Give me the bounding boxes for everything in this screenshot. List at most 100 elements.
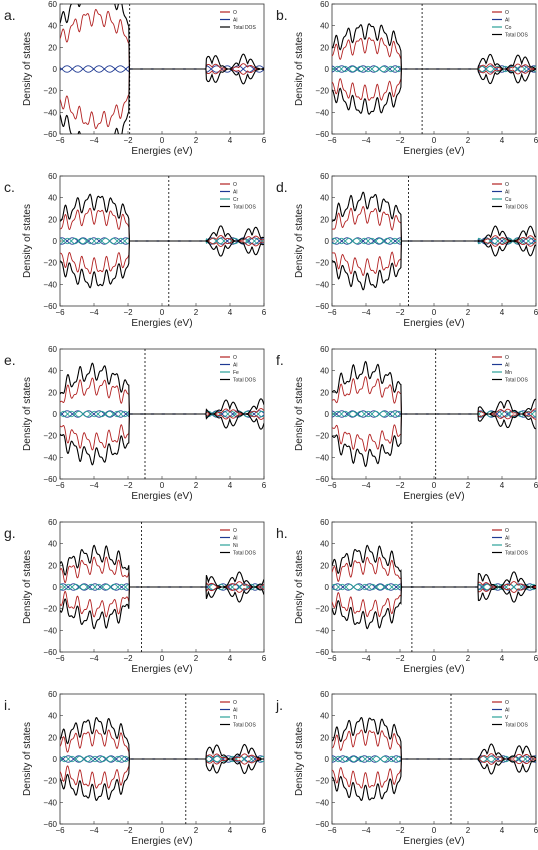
y-tick-label: 60 [320,518,329,527]
y-tick-label: −60 [315,820,329,829]
x-tick-label: 6 [262,308,267,317]
x-tick-label: −4 [361,826,371,835]
legend-label: O [233,528,237,534]
legend-label: Total DOS [233,205,256,211]
legend-label: Total DOS [233,723,256,729]
x-tick-label: 0 [160,136,165,145]
y-tick-label: −20 [315,605,329,614]
y-tick-label: 20 [320,733,329,742]
x-tick-label: 0 [432,136,437,145]
y-tick-label: −60 [315,475,329,484]
y-axis-label: Density of states [294,204,305,278]
x-tick-label: 6 [262,826,267,835]
legend-label: O [233,700,237,706]
legend-label: Total DOS [505,723,528,729]
y-tick-label: 60 [48,345,57,354]
legend-label: Mn [505,370,512,376]
x-tick-label: −2 [395,136,405,145]
legend-label: Total DOS [505,551,528,557]
x-tick-label: 4 [228,481,233,490]
legend-label: O [233,355,237,361]
y-tick-label: 0 [53,410,58,419]
x-tick-label: −6 [55,136,65,145]
x-tick-label: 2 [194,654,199,663]
y-tick-label: 20 [48,43,57,52]
x-tick-label: −4 [89,481,99,490]
x-tick-label: 2 [194,136,199,145]
y-tick-label: 40 [48,22,57,31]
y-tick-label: 20 [48,215,57,224]
x-tick-label: 4 [500,308,505,317]
y-tick-label: 40 [320,712,329,721]
legend-label: Fe [233,370,239,376]
legend-label: Sc [505,543,511,549]
y-tick-label: 40 [320,194,329,203]
series-line-o [332,68,536,101]
panel-letter: j. [275,697,283,713]
legend-label: Ti [233,715,237,721]
series-line-o [60,207,264,242]
x-tick-label: 6 [534,481,538,490]
x-tick-label: −4 [361,136,371,145]
x-tick-label: 4 [500,826,505,835]
y-axis-label: Density of states [294,722,305,796]
legend-label: Co [505,25,512,31]
series-line-total-dos [60,758,264,801]
x-tick-label: −6 [55,308,65,317]
x-tick-label: −2 [395,826,405,835]
y-axis-label: Density of states [22,722,33,796]
y-tick-label: 60 [320,690,329,699]
y-tick-label: 20 [48,733,57,742]
x-axis-label: Energies (eV) [403,836,464,847]
y-tick-label: 40 [48,712,57,721]
x-tick-label: 0 [432,826,437,835]
x-tick-label: 4 [500,654,505,663]
x-tick-label: 2 [466,136,471,145]
x-tick-label: −4 [361,481,371,490]
x-tick-label: −2 [123,654,133,663]
legend-label: O [505,355,509,361]
x-tick-label: 0 [160,826,165,835]
y-tick-label: 0 [53,65,58,74]
series-line-total-dos [332,240,536,291]
series-line-o [332,37,536,70]
y-tick-label: −40 [315,453,329,462]
y-tick-label: −40 [43,108,57,117]
y-axis-label: Density of states [22,550,33,624]
y-axis-label: Density of states [294,32,305,106]
panel-letter: a. [4,7,16,23]
x-tick-label: −2 [123,826,133,835]
y-tick-label: 20 [320,561,329,570]
y-axis-label: Density of states [22,377,33,451]
legend-label: Al [233,708,237,714]
series-line-o [332,413,536,452]
legend-label: Cr [233,197,239,203]
series-line-total-dos [332,586,536,630]
y-tick-label: −60 [315,648,329,657]
y-axis-label: Density of states [22,204,33,278]
y-tick-label: −20 [43,259,57,268]
x-axis-label: Energies (eV) [131,318,192,329]
x-tick-label: 0 [160,308,165,317]
x-tick-label: 6 [262,654,267,663]
x-tick-label: 4 [228,826,233,835]
x-tick-label: 6 [534,136,538,145]
y-tick-label: −20 [43,777,57,786]
legend-label: Ni [233,543,238,549]
y-tick-label: −20 [43,432,57,441]
series-line-o [60,240,264,275]
x-tick-label: 2 [194,481,199,490]
legend-label: Total DOS [505,378,528,384]
y-tick-label: −20 [43,87,57,96]
y-tick-label: 0 [325,583,330,592]
panel-letter: b. [276,7,288,23]
panel-letter: g. [4,525,16,541]
x-tick-label: −4 [89,308,99,317]
x-tick-label: −4 [89,136,99,145]
x-axis-label: Energies (eV) [403,664,464,675]
x-tick-label: 4 [228,308,233,317]
x-tick-label: −4 [89,654,99,663]
y-tick-label: 0 [325,755,330,764]
